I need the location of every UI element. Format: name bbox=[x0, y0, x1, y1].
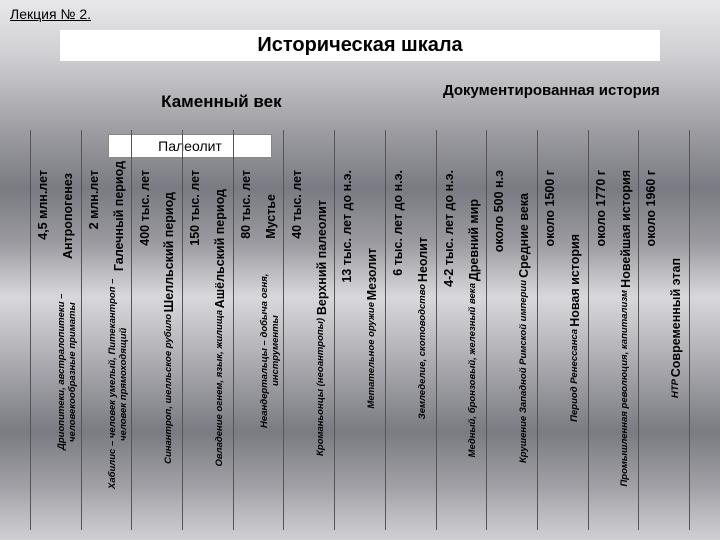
era-stone-age: Каменный век bbox=[30, 78, 413, 128]
timeline-col: 150 тыс. лет Ашёльский период Овладение ог… bbox=[182, 130, 233, 530]
era-documented: Документированная история bbox=[413, 78, 690, 128]
col-date: около 1960 г bbox=[644, 170, 658, 246]
col-name: Мустье bbox=[264, 194, 278, 239]
col-desc: Крушение Западной Римской империи bbox=[519, 280, 530, 463]
col-date: 150 тыс. лет bbox=[188, 170, 202, 246]
col-desc: Овладение огнем, язык, жилища bbox=[215, 310, 226, 466]
col-desc: Метательное оружие bbox=[367, 302, 378, 409]
timeline-col: 80 тыс. лет МустьеНеандертальцы – добыча … bbox=[233, 130, 284, 530]
col-name: Шелльский период bbox=[162, 192, 176, 312]
timeline-col: около 1500 г Новая история Период Ренессан… bbox=[537, 130, 588, 530]
col-desc: Хабилис – человек умелый, Питекантроп – … bbox=[108, 273, 130, 495]
col-date: около 1500 г bbox=[543, 170, 557, 246]
timeline-col: 400 тыс. лет Шелльский период Синантроп, ш… bbox=[131, 130, 182, 530]
col-desc: Дриопитеки, австралопитеки – человекообр… bbox=[57, 261, 79, 483]
col-name: Галечный период bbox=[112, 161, 126, 271]
page-title: Историческая шкала bbox=[60, 30, 660, 61]
col-name: Современный этап bbox=[669, 258, 683, 377]
col-name: Новейшая история bbox=[619, 170, 633, 288]
timeline-col: около 1960 г Современный этап НТР bbox=[638, 130, 690, 530]
col-date: 40 тыс. лет bbox=[290, 170, 304, 239]
timeline-col: 13 тыс. лет до н.э. Мезолит Метательное ор… bbox=[334, 130, 385, 530]
col-name: Верхний палеолит bbox=[315, 200, 329, 315]
col-date: около 500 н.э bbox=[492, 170, 506, 252]
col-name: Древний мир bbox=[467, 199, 481, 281]
col-name: Неолит bbox=[416, 237, 430, 282]
col-name: Антропогенез bbox=[61, 173, 75, 259]
timeline-col: 2 млн.лет Галечный период Хабилис – челове… bbox=[81, 130, 132, 530]
col-name: Ашёльский период bbox=[213, 189, 227, 308]
col-desc: Синантроп, шелльское рубило bbox=[164, 314, 175, 464]
col-date: 4,5 млн.лет bbox=[36, 170, 50, 240]
col-desc: Период Ренессанса bbox=[570, 329, 581, 422]
col-desc: Кроманьонцы (неоантропы) bbox=[316, 318, 327, 456]
timeline-col: 40 тыс. лет Верхний палеолит Кроманьонцы (… bbox=[283, 130, 334, 530]
col-date: 13 тыс. лет до н.э. bbox=[340, 170, 354, 283]
timeline-col: 4-2 тыс. лет до н.э. Древний мир Медный, б… bbox=[436, 130, 487, 530]
timeline-col: около 500 н.э Средние века Крушение Западн… bbox=[486, 130, 537, 530]
col-date: 4-2 тыс. лет до н.э. bbox=[442, 170, 456, 287]
col-desc: Промышленная революция, капитализм bbox=[620, 290, 631, 487]
col-name: Средние века bbox=[517, 193, 531, 278]
col-date: 6 тыс. лет до н.э. bbox=[391, 170, 405, 276]
col-date: 400 тыс. лет bbox=[138, 170, 152, 246]
era-row: Каменный век Документированная история bbox=[30, 78, 690, 128]
col-name: Новая история bbox=[568, 234, 582, 327]
timeline-col: около 1770 г Новейшая история Промышленная… bbox=[588, 130, 639, 530]
col-desc: Медный, бронзовый, железный века bbox=[468, 283, 479, 457]
col-date: 2 млн.лет bbox=[87, 170, 101, 229]
col-desc: НТР bbox=[671, 379, 682, 398]
timeline-grid: 4,5 млн.лет Антропогенез Дриопитеки, австр… bbox=[30, 130, 690, 530]
col-date: 80 тыс. лет bbox=[239, 170, 253, 239]
timeline-col: 4,5 млн.лет Антропогенез Дриопитеки, австр… bbox=[30, 130, 81, 530]
col-desc: Неандертальцы – добыча огня, инструменты bbox=[260, 240, 282, 462]
col-desc: Земледелие, скотоводство bbox=[418, 284, 429, 419]
col-date: около 1770 г bbox=[594, 170, 608, 246]
lecture-label: Лекция № 2. bbox=[10, 6, 91, 22]
timeline-col: 6 тыс. лет до н.э. Неолит Земледелие, скот… bbox=[385, 130, 436, 530]
col-name: Мезолит bbox=[365, 248, 379, 300]
